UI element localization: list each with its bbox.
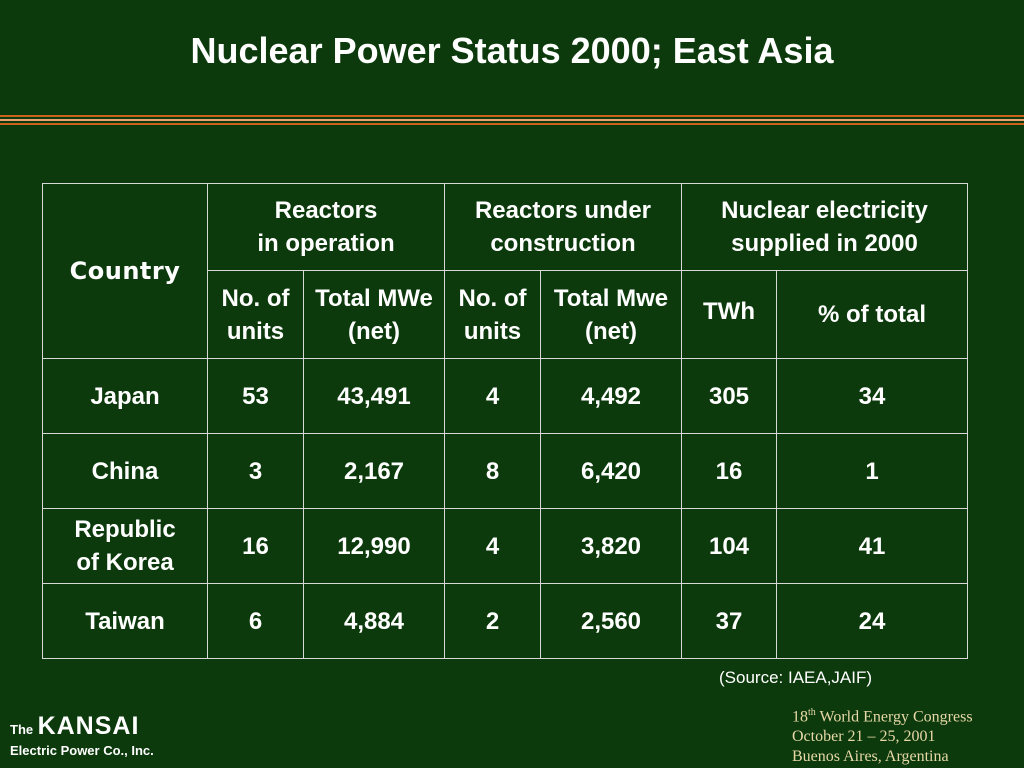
table-row: China 3 2,167 8 6,420 16 1 [42, 433, 968, 509]
nuclear-status-table: Country Reactors in operation Reactors u… [42, 183, 968, 659]
country-line1: Republic [74, 516, 176, 543]
con-units-cell: 4 [444, 358, 541, 434]
twh-cell: 37 [681, 583, 777, 659]
country-cell: Japan [42, 358, 208, 434]
operation-header-line1: Reactors [274, 197, 378, 224]
table-row: Japan 53 43,491 4 4,492 305 34 [42, 358, 968, 434]
table-row: Taiwan 6 4,884 2 2,560 37 24 [42, 583, 968, 659]
op-mwe-header-line1: Total MWe [315, 284, 433, 312]
op-mwe-header-line2: (net) [348, 317, 400, 345]
twh-cell: 305 [681, 358, 777, 434]
con-units-header-line2: units [463, 317, 522, 345]
logo-the: The [10, 722, 34, 737]
logo-subtitle: Electric Power Co., Inc. [10, 743, 154, 758]
op-mwe-cell: 12,990 [303, 508, 445, 584]
country-cell: Republic of Korea [42, 508, 208, 584]
event-ordinal-suffix: th [808, 707, 816, 718]
title-divider [0, 115, 1024, 127]
electricity-header-line2: supplied in 2000 [731, 230, 918, 257]
op-units-header: No. of units [207, 270, 304, 359]
con-mwe-cell: 2,560 [540, 583, 682, 659]
source-note: (Source: IAEA,JAIF) [719, 668, 873, 687]
electricity-header-line1: Nuclear electricity [721, 197, 928, 224]
event-title-rest: World Energy Congress [815, 708, 973, 726]
op-mwe-cell: 43,491 [303, 358, 445, 434]
pct-header: % of total [776, 270, 968, 359]
con-mwe-header: Total Mwe (net) [540, 270, 682, 359]
con-mwe-cell: 3,820 [540, 508, 682, 584]
electricity-group-header: Nuclear electricity supplied in 2000 [681, 183, 968, 271]
op-units-cell: 6 [207, 583, 304, 659]
event-info: 18th World Energy Congress October 21 – … [792, 703, 973, 767]
op-units-cell: 3 [207, 433, 304, 509]
con-units-cell: 2 [444, 583, 541, 659]
kansai-logo: The KANSAI Electric Power Co., Inc. [10, 712, 154, 758]
op-units-header-line1: No. of [221, 284, 290, 312]
country-line2: of Korea [76, 549, 174, 576]
pct-cell: 41 [776, 508, 968, 584]
construction-group-header: Reactors under construction [444, 183, 682, 271]
con-units-cell: 8 [444, 433, 541, 509]
con-mwe-cell: 4,492 [540, 358, 682, 434]
op-mwe-cell: 4,884 [303, 583, 445, 659]
con-units-header: No. of units [444, 270, 541, 359]
con-mwe-cell: 6,420 [540, 433, 682, 509]
op-mwe-header: Total MWe (net) [303, 270, 445, 359]
con-mwe-header-line1: Total Mwe [553, 284, 669, 312]
op-mwe-cell: 2,167 [303, 433, 445, 509]
pct-cell: 24 [776, 583, 968, 659]
operation-header-line2: in operation [257, 230, 395, 257]
country-cell: China [42, 433, 208, 509]
slide-title: Nuclear Power Status 2000; East Asia [190, 30, 834, 71]
country-header: Country [42, 183, 208, 359]
con-units-cell: 4 [444, 508, 541, 584]
table-row: Republic of Korea 16 12,990 4 3,820 104 … [42, 508, 968, 584]
logo-kansai: KANSAI [37, 712, 140, 740]
twh-cell: 104 [681, 508, 777, 584]
con-units-header-line1: No. of [458, 284, 527, 312]
op-units-header-line2: units [226, 317, 285, 345]
op-units-cell: 53 [207, 358, 304, 434]
twh-cell: 16 [681, 433, 777, 509]
construction-header-line2: construction [490, 230, 636, 257]
header-row-subcolumns: No. of units Total MWe (net) No. of unit… [43, 270, 968, 359]
event-line1: 18th World Energy Congress [792, 703, 973, 727]
con-mwe-header-line2: (net) [585, 317, 637, 345]
pct-cell: 34 [776, 358, 968, 434]
event-dates: October 21 – 25, 2001 [792, 728, 936, 746]
construction-header-line1: Reactors under [474, 197, 652, 224]
op-units-cell: 16 [207, 508, 304, 584]
operation-group-header: Reactors in operation [207, 183, 445, 271]
pct-cell: 1 [776, 433, 968, 509]
event-location: Buenos Aires, Argentina [792, 748, 949, 766]
country-cell: Taiwan [42, 583, 208, 659]
header-row-groups: Country Reactors in operation Reactors u… [42, 183, 968, 359]
event-ordinal-number: 18 [792, 708, 808, 726]
twh-header: TWh [681, 270, 777, 359]
